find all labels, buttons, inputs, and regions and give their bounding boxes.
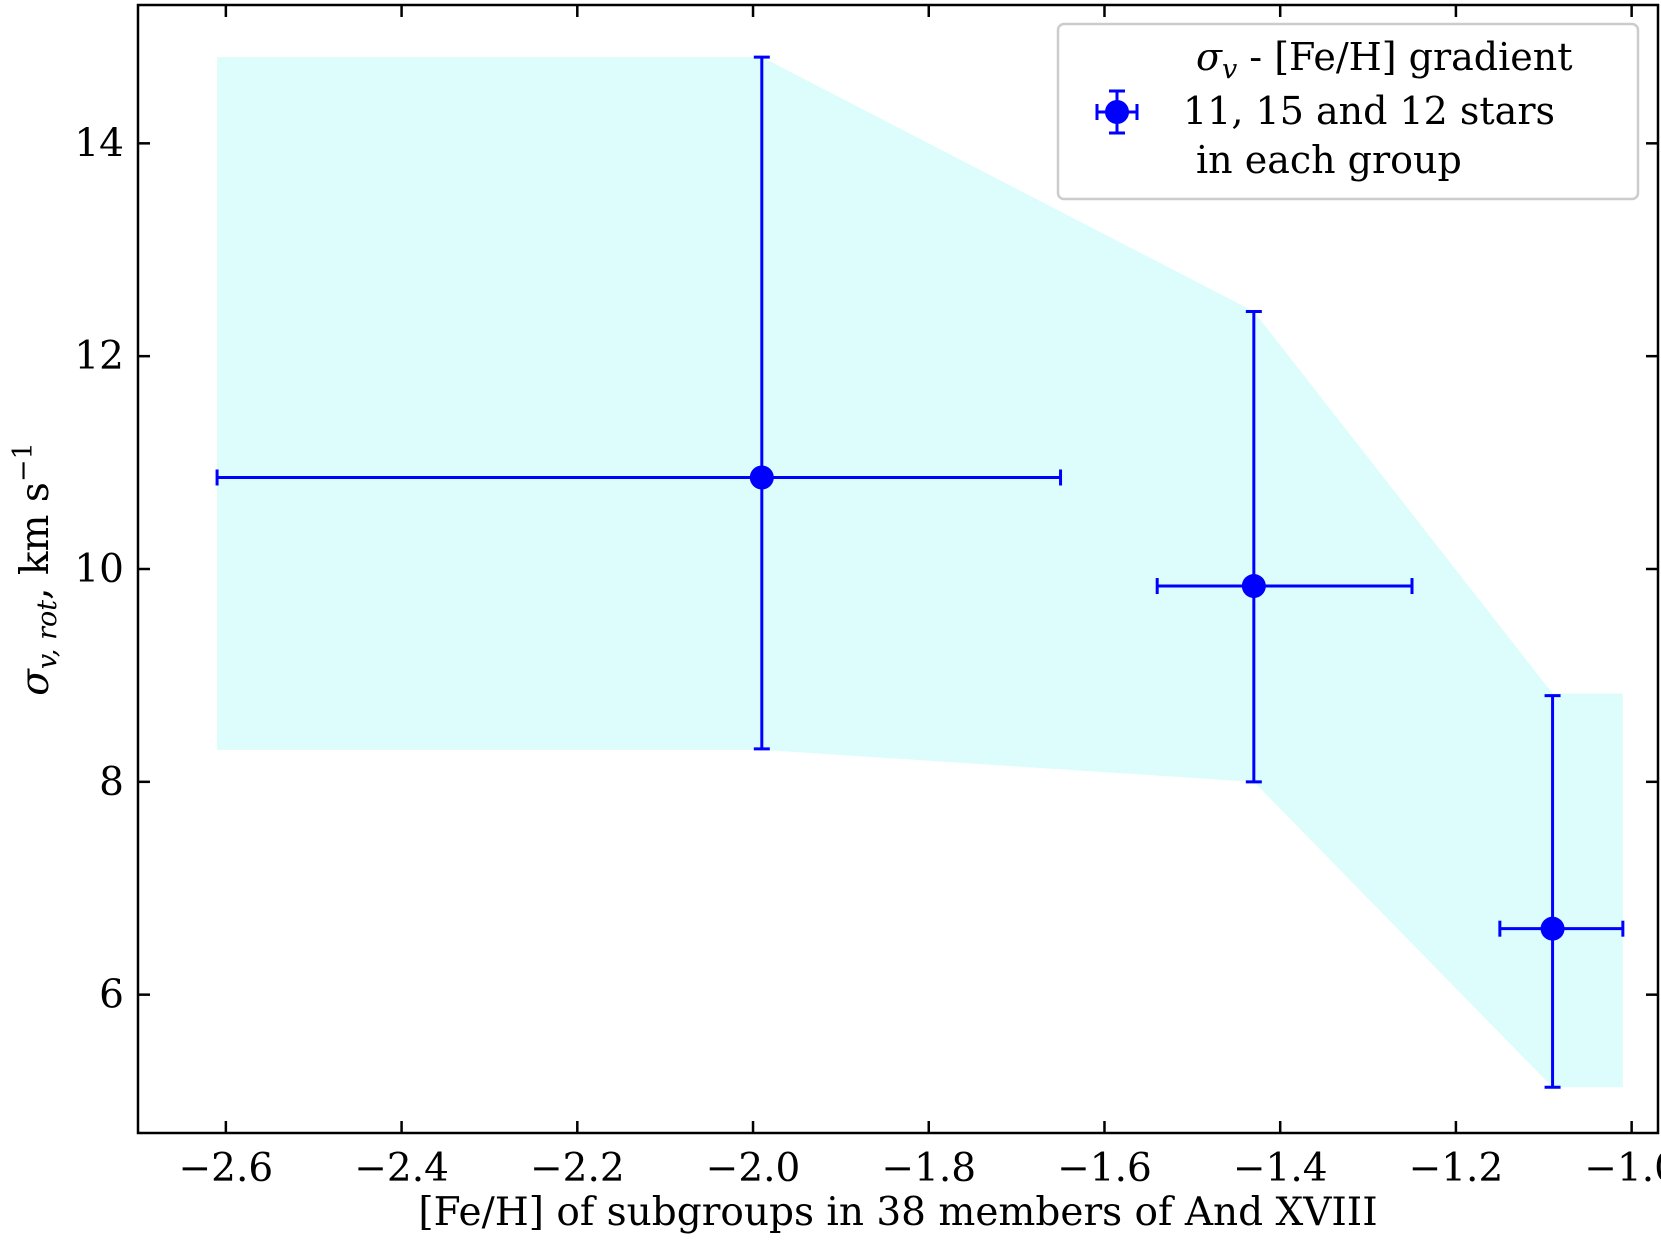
x-tick-label: −1.8 <box>881 1146 976 1191</box>
x-tick-label: −1.2 <box>1409 1146 1504 1191</box>
legend-line-2: 11, 15 and 12 stars <box>1183 89 1555 133</box>
legend-box <box>1056 22 1640 201</box>
data-point <box>1540 916 1565 941</box>
x-tick-label: −2.4 <box>354 1146 449 1191</box>
y-tick-label: 10 <box>74 547 124 592</box>
x-tick-label: −1.4 <box>1233 1146 1328 1191</box>
data-point <box>749 465 774 490</box>
y-tick-label: 8 <box>99 760 124 805</box>
y-axis-label-exponent: −1 <box>8 442 39 482</box>
y-axis-label-subscript: v, rot <box>32 600 63 669</box>
legend-sigma-sub: v <box>1222 54 1237 85</box>
data-point-group <box>215 55 1063 751</box>
data-point <box>1241 574 1266 599</box>
legend-line-1-rest: - [Fe/H] gradient <box>1237 35 1572 79</box>
legend-point <box>1105 100 1129 124</box>
y-tick-label: 12 <box>74 334 124 379</box>
y-tick-labels: 6 8 10 12 14 <box>74 121 124 1017</box>
y-axis-label-units: km s <box>13 482 58 587</box>
plot-frame <box>136 3 1660 1135</box>
x-tick-label: −2.0 <box>706 1146 801 1191</box>
data-point-group <box>1155 309 1414 784</box>
series-layer <box>215 55 1625 1089</box>
x-tick-label: −1.6 <box>1057 1146 1152 1191</box>
x-tick-labels: −2.6 −2.4 −2.2 −2.0 −1.8 −1.6 −1.4 −1.2 −1.0 <box>179 1146 1661 1191</box>
y-axis-label: σv, rot, km s−1 <box>8 442 63 696</box>
y-axis-label-comma: , <box>13 587 58 599</box>
legend: σv - [Fe/H] gradient 11, 15 and 12 stars… <box>1056 22 1640 201</box>
confidence-band-layer <box>217 57 1623 1088</box>
x-tick-label: −2.6 <box>179 1146 274 1191</box>
x-tick-label: −2.2 <box>530 1146 625 1191</box>
data-point-group <box>1498 694 1625 1089</box>
x-axis-label: [Fe/H] of subgroups in 38 members of And… <box>418 1190 1377 1235</box>
legend-line-1: σv - [Fe/H] gradient <box>1196 35 1573 85</box>
tick-marks-layer <box>138 5 1658 1133</box>
legend-marker <box>1095 89 1139 135</box>
confidence-band <box>217 57 1623 1088</box>
x-tick-label: −1.0 <box>1584 1146 1661 1191</box>
y-tick-label: 14 <box>74 121 124 166</box>
legend-sigma: σ <box>1196 35 1223 79</box>
y-tick-label: 6 <box>99 973 124 1018</box>
y-axis-label-sigma: σ <box>13 668 58 696</box>
legend-line-3: in each group <box>1196 138 1462 182</box>
